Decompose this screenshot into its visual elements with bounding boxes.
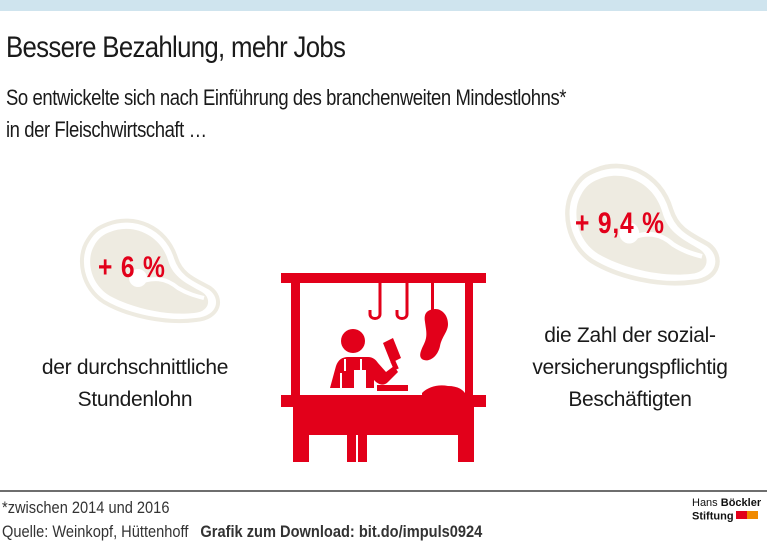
subtitle-line-1: So entwickelte sich nach Einführung des … (6, 85, 567, 110)
logo-stiftung: Stiftung (692, 510, 734, 523)
stat-desc-line: versicherungspflichtig (532, 356, 728, 379)
subtitle-line-2: in der Fleischwirtschaft … (6, 117, 207, 142)
download-link[interactable]: Grafik zum Download: bit.do/impuls0924 (200, 522, 483, 541)
logo-color-blocks-icon (735, 510, 758, 523)
footer-divider (0, 490, 767, 492)
page-title: Bessere Bezahlung, mehr Jobs (6, 31, 346, 64)
footnote: *zwischen 2014 und 2016 (2, 498, 170, 517)
stat-desc-line: der durchschnittliche (41, 356, 229, 379)
stat-desc-line: Stundenlohn (77, 388, 193, 411)
source-text: Quelle: Weinkopf, Hüttenhoff (2, 522, 189, 541)
source-line: Quelle: Weinkopf, Hüttenhoff Grafik zum D… (2, 521, 482, 543)
stat-desc-line: Beschäftigten (568, 388, 692, 411)
logo-boeckler: Böckler (720, 497, 762, 509)
top-band (0, 0, 767, 11)
stat-description: der durchschnittliche Stundenlohn (25, 352, 245, 416)
butcher-stall-icon (281, 273, 486, 462)
stat-value: + 6 % (98, 251, 166, 284)
steak-icon (565, 163, 720, 286)
stat-description: die Zahl der sozial- versicherungspflich… (510, 320, 750, 416)
logo-hans: Hans (692, 497, 718, 509)
steak-icon (79, 218, 221, 324)
hans-boeckler-logo: Hans Böckler Stiftung (692, 497, 761, 523)
stat-value: + 9,4 % (575, 207, 665, 240)
page-subtitle: So entwickelte sich nach Einführung des … (6, 82, 567, 146)
stat-desc-line: die Zahl der sozial- (544, 324, 716, 347)
